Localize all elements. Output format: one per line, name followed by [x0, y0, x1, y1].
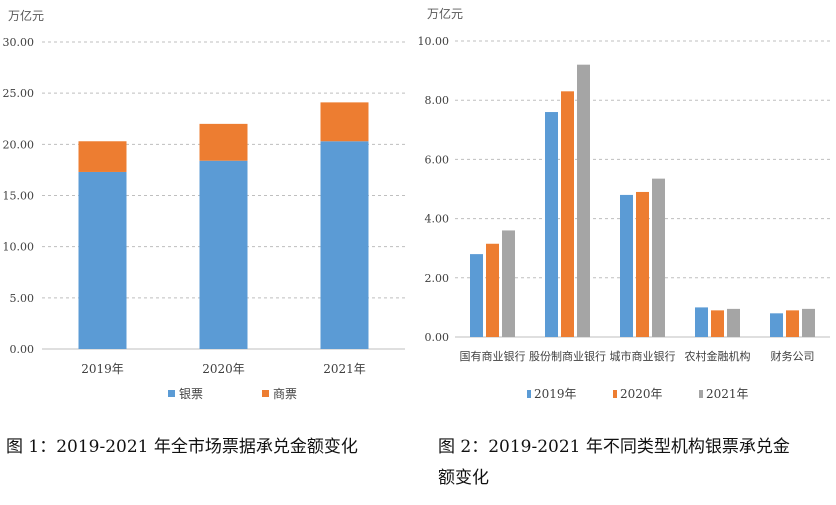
legend-swatch-2020年 [613, 390, 617, 398]
legend-label-2019年: 2019年 [534, 387, 577, 401]
bar-2020年-国有商业银行 [486, 243, 499, 337]
chart-1-market-acceptance: 万亿元 0.00 5.00 10.00 15.00 20.00 25.00 30.00 2019… [3, 8, 405, 401]
y-tick-label: 8.00 [425, 94, 450, 107]
chart-2-institution-acceptance: 万亿元 0.00 2.00 4.00 6.00 8.00 10.00 国有商业银行 股份制商业银… [418, 6, 830, 401]
bar-2021年-城市商业银行 [652, 178, 665, 337]
bar-2019年-国有商业银行 [470, 254, 483, 337]
x-tick-label: 2021年 [323, 362, 366, 376]
y-tick-label: 6.00 [425, 153, 450, 166]
x-tick-label: 2019年 [81, 362, 124, 376]
legend-swatch-银票 [168, 390, 175, 397]
bar-商票-2021年 [320, 102, 369, 142]
bar-2021年-股份制商业银行 [577, 64, 590, 338]
legend-label-2021年: 2021年 [706, 387, 749, 401]
bar-2019年-财务公司 [770, 313, 783, 337]
bar-2019年-城市商业银行 [620, 194, 633, 337]
legend-label-2020年: 2020年 [620, 387, 663, 401]
bar-商票-2019年 [78, 141, 127, 172]
bar-2020年-农村金融机构 [711, 310, 724, 337]
caption-figure-2-line-1: 图 2：2019-2021 年不同类型机构银票承兑金 [438, 437, 790, 457]
legend-label-商票: 商票 [273, 386, 297, 401]
bar-银票-2019年 [78, 171, 127, 349]
bar-银票-2020年 [199, 160, 248, 349]
x-tick-label: 2020年 [202, 362, 245, 376]
legend-swatch-2021年 [699, 390, 703, 398]
y-tick-label: 4.00 [425, 213, 450, 226]
bar-2020年-城市商业银行 [636, 191, 649, 337]
y-tick-label: 30.00 [3, 36, 35, 49]
y-tick-label: 2.00 [425, 272, 450, 285]
x-tick-label: 股份制商业银行 [529, 349, 606, 363]
caption-figure-1: 图 1：2019-2021 年全市场票据承兑金额变化 [6, 437, 358, 457]
y-tick-label: 15.00 [3, 190, 35, 203]
x-tick-label: 国有商业银行 [460, 349, 526, 363]
bar-2021年-国有商业银行 [502, 230, 515, 337]
y-tick-label: 0.00 [10, 343, 35, 356]
bar-银票-2021年 [320, 141, 369, 349]
bar-2021年-农村金融机构 [727, 308, 740, 337]
y-axis-unit: 万亿元 [8, 8, 44, 23]
y-tick-label: 5.00 [10, 292, 35, 305]
bar-2020年-股份制商业银行 [561, 91, 574, 337]
y-tick-label: 20.00 [3, 138, 35, 151]
x-tick-label: 财务公司 [771, 349, 815, 363]
legend-label-银票: 银票 [179, 387, 203, 401]
x-tick-label: 城市商业银行 [610, 349, 676, 363]
bar-2019年-股份制商业银行 [545, 112, 558, 337]
bar-2021年-财务公司 [802, 308, 815, 337]
legend-swatch-2019年 [527, 390, 531, 398]
caption-figure-2-line-2: 额变化 [438, 468, 489, 488]
y-axis-unit: 万亿元 [427, 6, 463, 21]
legend-swatch-商票 [262, 390, 269, 397]
y-tick-label: 25.00 [3, 87, 35, 100]
caption-figure-2: 图 2：2019-2021 年不同类型机构银票承兑金 额变化 [438, 432, 790, 494]
y-tick-label: 0.00 [425, 331, 450, 344]
bar-商票-2020年 [199, 123, 248, 161]
x-tick-label: 农村金融机构 [685, 349, 751, 363]
bar-2020年-财务公司 [786, 310, 799, 337]
y-tick-label: 10.00 [418, 35, 450, 48]
bar-2019年-农村金融机构 [695, 307, 708, 337]
y-tick-label: 10.00 [3, 241, 35, 254]
